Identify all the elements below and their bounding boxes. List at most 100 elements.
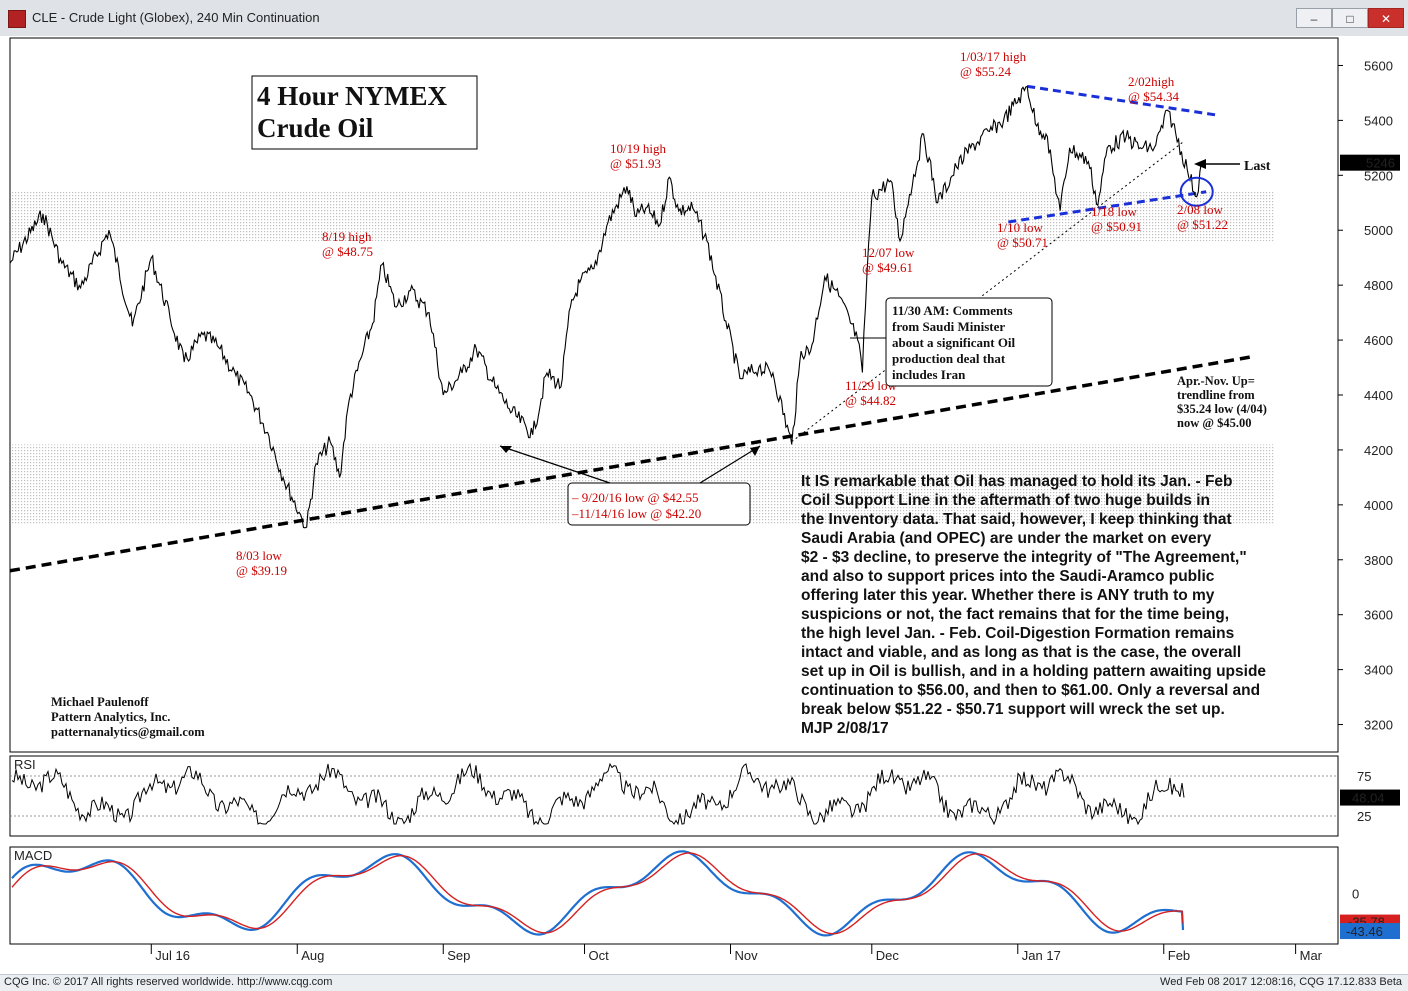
price-label-8: @ $50.71 [997,235,1048,250]
news-comment-line: includes Iran [892,367,966,382]
commentary-line: Saudi Arabia (and OPEC) are under the ma… [801,530,1212,547]
feb-low-circle [1179,176,1214,207]
news-comment-line: about a significant Oil [892,335,1016,350]
y-tick-label: 5400 [1364,113,1393,128]
price-series-line [9,85,1202,529]
chart-title-box [251,75,478,150]
y-tick-label: 3200 [1364,718,1393,733]
status-bar: CQG Inc. © 2017 All rights reserved worl… [0,974,1408,991]
y-tick-label: 4000 [1364,498,1393,513]
price-label-4: @ $44.82 [845,393,896,408]
last-price-badge [1340,154,1400,171]
minimize-button[interactable]: – [1296,8,1332,28]
last-marker-label: Last [1244,159,1271,174]
rsi-tick-label: 25 [1357,809,1371,824]
price-label-3: @ $51.93 [610,156,661,171]
news-comment-box [885,297,1053,387]
news-comment-line: production deal that [892,351,1006,366]
trendline-note-line: $35.24 low (4/04) [1177,402,1267,416]
y-tick-label: 3400 [1364,663,1393,678]
price-label-6: @ $55.24 [960,64,1011,79]
commentary-line: the Inventory data. That said, however, … [801,511,1232,528]
y-tick-label: 4200 [1364,443,1393,458]
double-low-box [567,482,751,526]
price-label-4: 11/29 low [845,378,897,393]
y-tick-label: 4600 [1364,333,1393,348]
coil-support [1008,190,1207,224]
price-label-2: 8/19 high [322,229,372,244]
maximize-button[interactable]: □ [1332,8,1368,28]
news-comment-line: 11/30 AM: Comments [892,303,1013,318]
arrow-to-nov-low [699,445,761,484]
news-comment-line: from Saudi Minister [892,319,1005,334]
price-label-5: 12/07 low [862,245,915,260]
arrowhead-icon [500,446,512,453]
last-price-value: 5246 [1366,156,1395,171]
dotted-support [791,141,1183,443]
commentary-line: It IS remarkable that Oil has managed to… [801,473,1233,490]
commentary-line: break below $51.22 - $50.71 support will… [801,701,1225,718]
y-tick-label: 5000 [1364,223,1393,238]
arrow-to-sep-low [499,445,611,484]
price-label-1: @ $39.19 [236,563,287,578]
commentary-line: intact and viable, and as long as that i… [801,644,1241,661]
price-label-8: 1/10 low [997,220,1043,235]
rsi-last-badge [1340,789,1400,806]
price-label-1: 8/03 low [236,548,282,563]
y-tick-label: 4400 [1364,388,1393,403]
price-label-9: @ $50.91 [1091,219,1142,234]
window-title: CLE - Crude Light (Globex), 240 Min Cont… [32,10,320,25]
title-bar: CLE - Crude Light (Globex), 240 Min Cont… [0,0,1408,37]
chart-title-line: Crude Oil [257,113,374,143]
macd-signal-line [11,852,1184,935]
commentary-line: Coil Support Line in the aftermath of tw… [801,492,1210,509]
double-low-label: – 9/20/16 low @ $42.55 [571,490,698,505]
rsi-last-value: 48.04 [1352,791,1385,806]
y-tick-label: 5200 [1364,168,1393,183]
double-low-label: –11/14/16 low @ $42.20 [571,506,701,521]
commentary-line: $2 - $3 decline, to preserve the integri… [801,549,1247,566]
app-icon [8,10,26,28]
commentary-line: and also to support prices into the Saud… [801,568,1215,585]
chart-title-line: 4 Hour NYMEX [257,81,448,111]
x-tick-label: Jan 17 [1022,948,1061,963]
price-label-9: 1/18 low [1091,204,1137,219]
y-tick-label: 3800 [1364,553,1393,568]
author-line: Michael Paulenoff [51,695,149,709]
commentary-line: continuation to $56.00, and then to $61.… [801,682,1260,699]
price-label-6: 1/03/17 high [960,49,1027,64]
commentary-line: MJP 2/08/17 [801,720,889,737]
status-timestamp: Wed Feb 08 2017 12:08:16, CQG 17.12.833 … [1160,976,1402,988]
macd-panel-frame [9,846,1339,945]
price-label-7: 2/02high [1128,74,1175,89]
x-tick-label: Jul 16 [155,948,190,963]
macd-last-badge [1340,923,1400,940]
price-label-10: 2/08 low [1177,202,1223,217]
x-tick-label: Aug [301,948,324,963]
x-tick-label: Feb [1168,948,1190,963]
author-line: patternanalytics@gmail.com [51,725,205,739]
x-tick-label: Mar [1300,948,1323,963]
price-label-10: @ $51.22 [1177,217,1228,232]
macd-line [11,850,1185,937]
rsi-tick-label: 75 [1357,769,1371,784]
arrowhead-icon [750,446,760,456]
shaded-zone-1 [10,191,1275,242]
price-label-3: 10/19 high [610,141,666,156]
x-tick-label: Nov [735,948,759,963]
up-trendline [9,354,1254,573]
trendline-note-line: Apr.-Nov. Up= [1177,374,1255,388]
macd-tick-label: 0 [1352,886,1359,901]
macd-panel-label: MACD [14,848,52,863]
x-tick-label: Sep [447,948,470,963]
macd-last-value: -43.46 [1346,924,1383,939]
trendline-note-line: trendline from [1177,388,1255,402]
x-tick-label: Oct [589,948,610,963]
commentary-line: the high level Jan. - Feb. Coil-Digestio… [801,625,1234,642]
rsi-panel-label: RSI [14,757,36,772]
coil-resistance [1026,84,1216,117]
y-tick-label: 3600 [1364,608,1393,623]
commentary-line: suspicions or not, the fact remains that… [801,606,1229,623]
close-button[interactable]: ✕ [1368,8,1404,28]
